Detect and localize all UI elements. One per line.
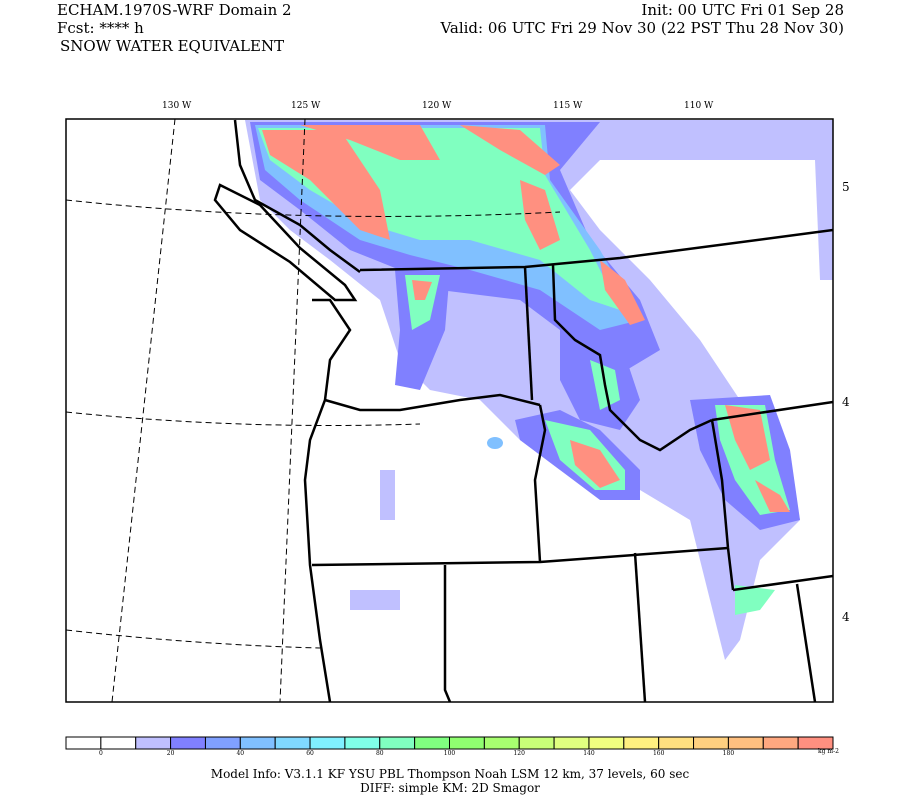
lat-label: 4: [842, 610, 850, 624]
colorbar-label: 60: [306, 750, 314, 757]
colorbar-label: 100: [443, 750, 456, 757]
colorbar-swatch: [797, 736, 834, 750]
lon-label: 115 W: [553, 101, 583, 111]
lat-label: 5: [842, 180, 850, 194]
colorbar-swatch: [239, 736, 276, 750]
colorbar-label: 180: [722, 750, 735, 757]
lon-label: 120 W: [422, 101, 452, 111]
colorbar-swatch: [693, 736, 729, 750]
colorbar-label: 40: [236, 750, 245, 757]
graticule: [66, 119, 561, 702]
lat-label: 4: [842, 395, 850, 409]
colorbar: [65, 736, 834, 750]
snow-field: [245, 120, 833, 660]
colorbar-swatch: [344, 736, 381, 750]
model-title: ECHAM.1970S-WRF Domain 2: [57, 1, 292, 19]
colorbar-swatch: [204, 736, 241, 750]
colorbar-swatch: [65, 736, 102, 750]
colorbar-swatch: [414, 736, 450, 750]
colorbar-swatch: [379, 736, 416, 750]
colorbar-swatch: [658, 736, 695, 750]
lon-label: 110 W: [684, 101, 714, 111]
forecast-hour: Fcst: **** h: [57, 19, 144, 37]
colorbar-swatch: [518, 736, 555, 750]
lon-label: 125 W: [291, 101, 321, 111]
lon-label: 130 W: [162, 101, 192, 111]
colorbar-label: 140: [583, 750, 595, 757]
field-title: SNOW WATER EQUIVALENT: [60, 37, 285, 55]
map-frame: [65, 118, 834, 703]
colorbar-label: 160: [652, 750, 665, 757]
colorbar-swatch: [553, 736, 590, 750]
colorbar-swatch: [135, 736, 172, 750]
model-info: Model Info: V3.1.1 KF YSU PBL Thompson N…: [210, 767, 690, 781]
init-time: Init: 00 UTC Fri 01 Sep 28: [641, 1, 844, 19]
colorbar-units: kg m-2: [818, 748, 839, 755]
colorbar-swatch: [449, 736, 485, 750]
political-boundaries: [213, 119, 833, 702]
colorbar-label: 80: [375, 750, 384, 757]
colorbar-swatch: [588, 736, 625, 750]
valid-time: Valid: 06 UTC Fri 29 Nov 30 (22 PST Thu …: [440, 19, 844, 37]
colorbar-swatch: [727, 736, 764, 750]
colorbar-label: 0: [98, 750, 103, 757]
colorbar-label: 20: [166, 750, 175, 757]
colorbar-swatch: [483, 736, 520, 750]
colorbar-label: 120: [513, 750, 525, 757]
colorbar-swatch: [623, 736, 660, 750]
colorbar-swatch: [762, 736, 799, 750]
colorbar-swatch: [100, 736, 137, 750]
colorbar-swatch: [274, 736, 311, 750]
diffusion-info: DIFF: simple KM: 2D Smagor: [360, 781, 540, 795]
colorbar-swatch: [309, 736, 346, 750]
colorbar-swatch: [170, 736, 206, 750]
